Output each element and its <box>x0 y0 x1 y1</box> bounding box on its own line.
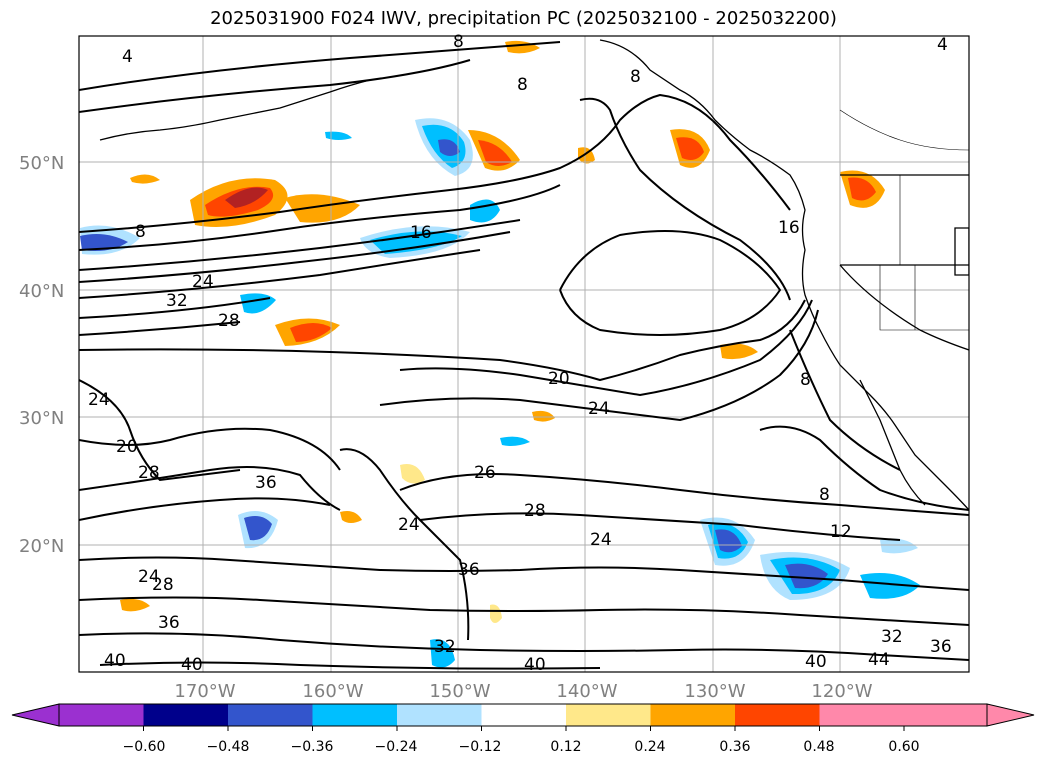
map-title: 2025031900 F024 IWV, precipitation PC (2… <box>210 8 837 29</box>
colorbar-outline <box>58 703 988 727</box>
colorbar <box>11 703 1035 731</box>
colorbar-tick: 0.60 <box>888 739 919 755</box>
contour-label: 8 <box>135 222 146 242</box>
precip-shading <box>80 40 920 668</box>
colorbar-segment <box>59 704 144 726</box>
contour-label: 24 <box>590 530 612 550</box>
state-borders <box>839 109 969 331</box>
lon-label: 130°W <box>684 681 745 702</box>
coastlines <box>99 39 969 511</box>
contour-label: 24 <box>192 272 214 292</box>
contour-label: 24 <box>88 390 110 410</box>
contour-label: 32 <box>434 637 456 657</box>
contour-label: 24 <box>398 515 420 535</box>
latitude-labels: 50°N 40°N 30°N 20°N <box>19 153 64 557</box>
contour-label: 16 <box>778 218 800 238</box>
contour-label: 36 <box>458 560 480 580</box>
colorbar-segment <box>819 704 987 726</box>
contour-label: 36 <box>255 473 277 493</box>
contour-label: 36 <box>158 613 180 633</box>
contour-label: 40 <box>181 655 203 675</box>
contour-label: 26 <box>474 463 496 483</box>
contour-label: 24 <box>588 399 610 419</box>
colorbar-segment <box>397 704 482 726</box>
contour-label: 8 <box>800 370 811 390</box>
colorbar-tick: −0.60 <box>123 739 166 755</box>
colorbar-extend-left <box>11 703 60 727</box>
lon-label: 140°W <box>556 681 617 702</box>
contour-label: 28 <box>218 311 240 331</box>
colorbar-segment <box>481 704 566 726</box>
contour-label: 8 <box>630 67 641 87</box>
contour-label: 12 <box>830 522 852 542</box>
colorbar-extend-right <box>986 703 1035 727</box>
colorbar-segment <box>228 704 313 726</box>
contour-labels: 4 8 8 4 8 16 16 24 32 28 20 24 24 20 28 … <box>88 32 952 675</box>
contour-label: 28 <box>152 575 174 595</box>
lat-label: 50°N <box>19 153 64 174</box>
lon-label: 150°W <box>429 681 490 702</box>
colorbar-tick: −0.48 <box>207 739 250 755</box>
contour-label: 4 <box>122 47 133 67</box>
lon-label: 120°W <box>811 681 872 702</box>
colorbar-tick: 0.48 <box>803 739 834 755</box>
contour-label: 28 <box>524 501 546 521</box>
lat-label: 20°N <box>19 536 64 557</box>
colorbar-segment <box>143 704 228 726</box>
colorbar-tick: 0.12 <box>550 739 581 755</box>
lon-label: 160°W <box>302 681 363 702</box>
contour-label: 40 <box>805 652 827 672</box>
map-frame <box>78 35 970 673</box>
lon-label: 170°W <box>174 681 235 702</box>
contour-label: 8 <box>517 75 528 95</box>
contour-label: 32 <box>881 627 903 647</box>
contour-label: 36 <box>930 637 952 657</box>
colorbar-tick: −0.36 <box>291 739 334 755</box>
contour-label: 20 <box>116 437 138 457</box>
colorbar-tick: 0.36 <box>719 739 750 755</box>
contour-label: 32 <box>166 291 188 311</box>
colorbar-segment <box>566 704 651 726</box>
contour-label: 28 <box>138 463 160 483</box>
graticule <box>79 36 969 672</box>
lat-label: 40°N <box>19 281 64 302</box>
contour-label: 20 <box>548 369 570 389</box>
contour-label: 8 <box>453 32 464 52</box>
colorbar-segment <box>735 704 820 726</box>
contour-label: 40 <box>524 655 546 675</box>
contour-label: 44 <box>868 650 890 670</box>
colorbar-segment <box>650 704 735 726</box>
longitude-labels: 170°W 160°W 150°W 140°W 130°W 120°W <box>174 681 872 702</box>
colorbar-tick: −0.24 <box>375 739 418 755</box>
colorbar-tick: −0.12 <box>459 739 502 755</box>
contour-label: 24 <box>138 567 160 587</box>
iwv-contours <box>79 41 969 670</box>
colorbar-tick: 0.24 <box>634 739 665 755</box>
contour-label: 4 <box>937 35 948 55</box>
contour-label: 16 <box>410 223 432 243</box>
lat-label: 30°N <box>19 408 64 429</box>
map-plot-area <box>79 36 969 672</box>
contour-label: 8 <box>819 485 830 505</box>
colorbar-segment <box>312 704 397 726</box>
colorbar-tick-labels: −0.60 −0.48 −0.36 −0.24 −0.12 0.12 0.24 … <box>123 739 920 755</box>
contour-label: 40 <box>104 651 126 671</box>
